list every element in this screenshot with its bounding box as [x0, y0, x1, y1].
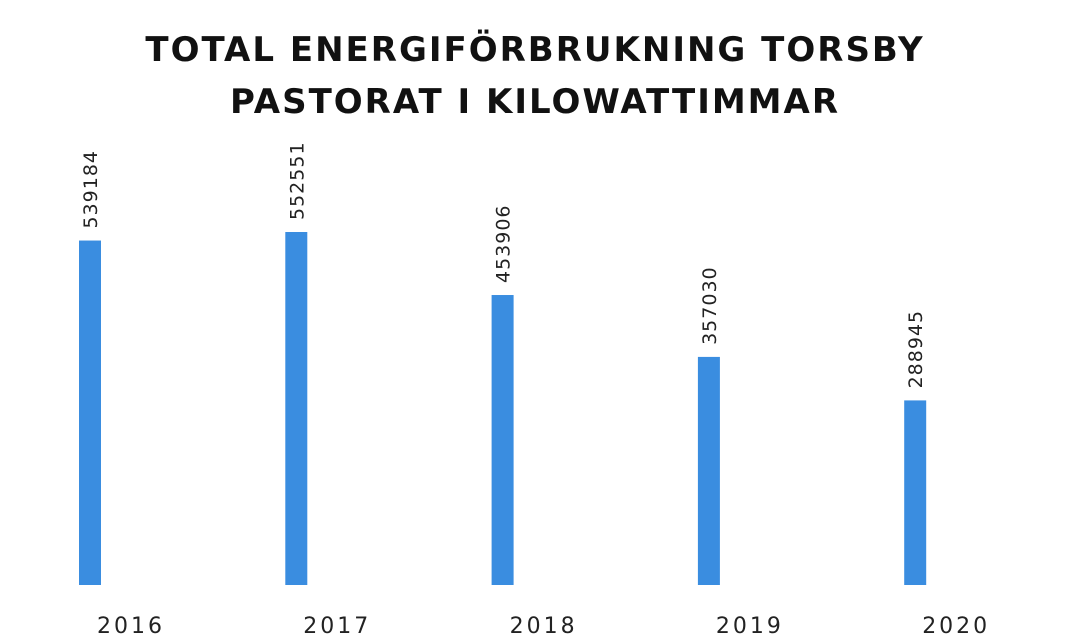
x-tick-label: 2016: [97, 614, 165, 639]
bar: [904, 400, 927, 585]
chart-title: TOTAL ENERGIFÖRBRUKNING TORSBY PASTORAT …: [145, 30, 925, 122]
x-tick-label: 2018: [510, 614, 578, 639]
bar: [491, 295, 514, 585]
x-tick-label: 2019: [716, 614, 784, 639]
data-label: 357030: [699, 266, 721, 345]
bar: [285, 232, 308, 585]
data-label: 539184: [80, 150, 102, 229]
data-label: 288945: [905, 310, 927, 389]
bar: [79, 240, 101, 585]
bar: [697, 356, 720, 585]
x-tick-label: 2020: [922, 614, 990, 639]
data-label: 552551: [286, 141, 308, 220]
x-tick-label: 2017: [303, 614, 371, 639]
data-label: 453906: [493, 204, 515, 283]
